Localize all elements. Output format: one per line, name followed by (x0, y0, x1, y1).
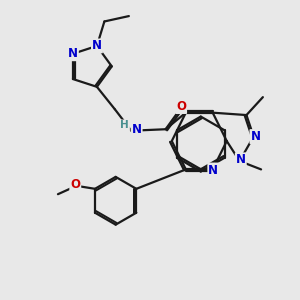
Text: N: N (92, 39, 102, 52)
Text: O: O (70, 178, 80, 190)
Text: H: H (120, 120, 129, 130)
Text: N: N (208, 164, 218, 176)
Text: N: N (68, 47, 78, 60)
Text: N: N (132, 123, 142, 136)
Text: N: N (236, 153, 246, 167)
Text: O: O (176, 100, 186, 113)
Text: N: N (250, 130, 260, 143)
